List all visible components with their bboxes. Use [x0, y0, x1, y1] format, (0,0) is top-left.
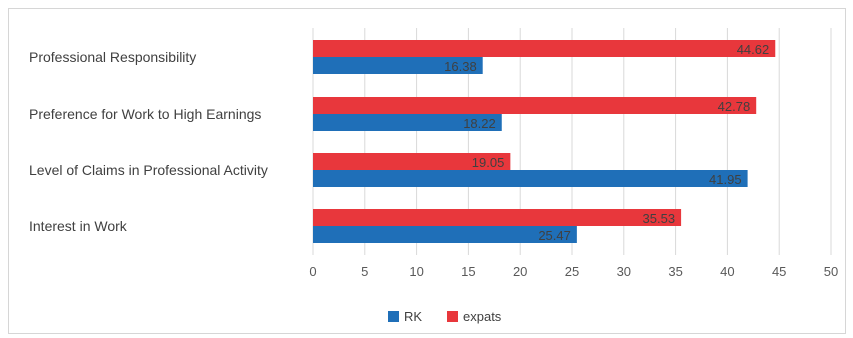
x-tick-label: 0 — [309, 264, 316, 279]
data-label-rk: 16.38 — [444, 59, 477, 74]
bar-expats-0 — [313, 40, 776, 57]
x-tick-label: 25 — [565, 264, 579, 279]
data-label-expats: 42.78 — [718, 99, 751, 114]
category-label: Professional Responsibility — [29, 49, 196, 65]
data-label-expats: 35.53 — [643, 211, 676, 226]
legend-swatch-expats — [447, 311, 458, 322]
legend-swatch-rk — [388, 311, 399, 322]
data-label-expats: 44.62 — [737, 42, 770, 57]
data-label-rk: 41.95 — [709, 172, 742, 187]
bar-rk-1 — [313, 114, 502, 131]
bar-expats-3 — [313, 209, 682, 226]
data-label-expats: 19.05 — [472, 155, 505, 170]
data-label-rk: 18.22 — [463, 116, 496, 131]
category-label: Level of Claims in Professional Activity — [29, 162, 268, 178]
bar-rk-3 — [313, 226, 577, 243]
legend-label-expats: expats — [463, 309, 502, 324]
x-tick-label: 50 — [824, 264, 838, 279]
x-tick-label: 45 — [772, 264, 786, 279]
x-tick-label: 30 — [617, 264, 631, 279]
x-tick-label: 40 — [720, 264, 734, 279]
category-label: Preference for Work to High Earnings — [29, 106, 261, 122]
bar-expats-1 — [313, 97, 757, 114]
bar-expats-2 — [313, 153, 511, 170]
x-tick-label: 15 — [461, 264, 475, 279]
legend-label-rk: RK — [404, 309, 422, 324]
x-tick-label: 35 — [668, 264, 682, 279]
x-tick-label: 5 — [361, 264, 368, 279]
category-label: Interest in Work — [29, 218, 128, 234]
bar-rk-0 — [313, 57, 483, 74]
data-label-rk: 25.47 — [538, 228, 571, 243]
x-tick-label: 10 — [409, 264, 423, 279]
bar-rk-2 — [313, 170, 748, 187]
x-tick-label: 20 — [513, 264, 527, 279]
